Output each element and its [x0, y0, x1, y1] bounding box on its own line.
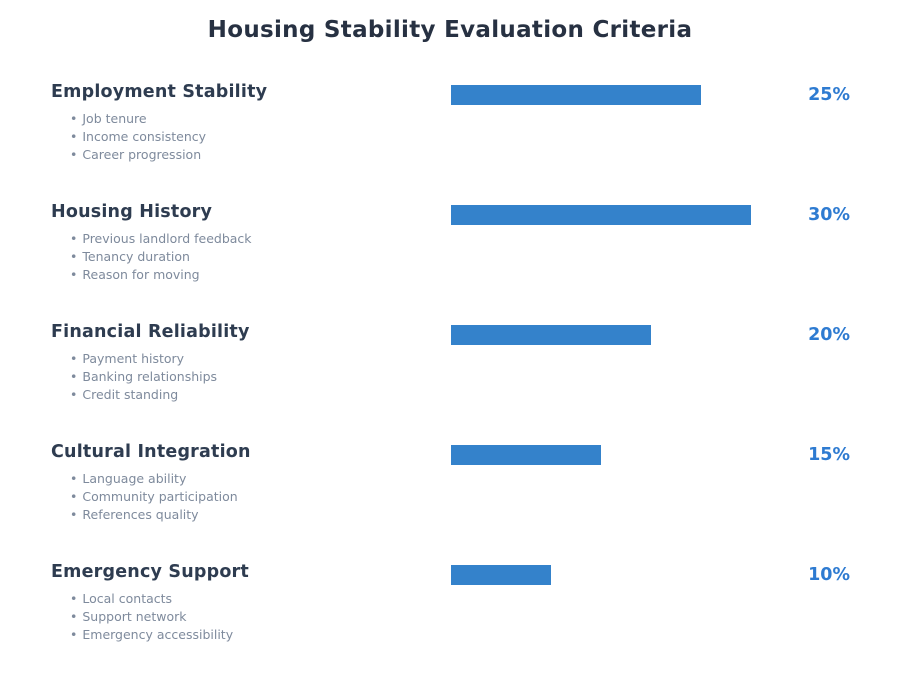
criterion-item: • Payment history	[70, 350, 217, 368]
criterion-item: • Career progression	[70, 146, 206, 164]
bullet-icon: •	[70, 129, 78, 144]
bullet-icon: •	[70, 609, 78, 624]
bullet-icon: •	[70, 387, 78, 402]
criteria-section: Cultural Integration • Language ability • C…	[0, 442, 900, 564]
chart-title: Housing Stability Evaluation Criteria	[207, 17, 693, 43]
criterion-label: Payment history	[82, 351, 185, 366]
bullet-icon: •	[70, 627, 78, 642]
weight-bar	[451, 445, 601, 465]
criteria-bullets: • Payment history • Banking relationships • C…	[70, 350, 217, 404]
weight-bar	[451, 205, 751, 225]
weight-percent-label: 20%	[808, 325, 850, 345]
criterion-item: • Credit standing	[70, 386, 217, 404]
criteria-bullets: • Language ability • Community participatio…	[70, 470, 238, 524]
criterion-label: Previous landlord feedback	[82, 231, 252, 246]
criterion-label: Credit standing	[82, 387, 179, 402]
criteria-heading: Cultural Integration	[51, 442, 251, 462]
criterion-label: Language ability	[82, 471, 187, 486]
bullet-icon: •	[70, 507, 78, 522]
criterion-item: • Emergency accessibility	[70, 626, 233, 644]
bullet-icon: •	[70, 147, 78, 162]
criteria-section: Employment Stability • Job tenure • Income …	[0, 82, 900, 204]
criteria-bullets: • Job tenure • Income consistency • Career pr…	[70, 110, 206, 164]
criteria-heading: Emergency Support	[51, 562, 249, 582]
weight-bar	[451, 325, 651, 345]
criterion-item: • Community participation	[70, 488, 238, 506]
bullet-icon: •	[70, 489, 78, 504]
criteria-heading: Financial Reliability	[51, 322, 250, 342]
criterion-label: Income consistency	[82, 129, 207, 144]
criterion-item: • Support network	[70, 608, 233, 626]
criterion-item: • Reason for moving	[70, 266, 252, 284]
criteria-heading: Housing History	[51, 202, 213, 222]
weight-bar	[451, 85, 701, 105]
criterion-label: Community participation	[82, 489, 238, 504]
bullet-icon: •	[70, 471, 78, 486]
criterion-label: Career progression	[82, 147, 202, 162]
bullet-icon: •	[70, 249, 78, 264]
bullet-icon: •	[70, 231, 78, 246]
criterion-item: • Tenancy duration	[70, 248, 252, 266]
weight-percent-label: 10%	[808, 565, 850, 585]
criterion-label: Banking relationships	[82, 369, 218, 384]
criterion-label: Job tenure	[82, 111, 147, 126]
criterion-item: • Previous landlord feedback	[70, 230, 252, 248]
criteria-bullets: • Local contacts • Support network • Emergenc…	[70, 590, 233, 644]
criteria-list: Employment Stability • Job tenure • Income …	[0, 82, 900, 684]
criterion-item: • References quality	[70, 506, 238, 524]
criterion-label: References quality	[82, 507, 199, 522]
criterion-item: • Job tenure	[70, 110, 206, 128]
criterion-item: • Banking relationships	[70, 368, 217, 386]
criteria-section: Financial Reliability • Payment history • B…	[0, 322, 900, 444]
bullet-icon: •	[70, 111, 78, 126]
criterion-item: • Income consistency	[70, 128, 206, 146]
bullet-icon: •	[70, 351, 78, 366]
criterion-label: Support network	[82, 609, 187, 624]
bullet-icon: •	[70, 369, 78, 384]
criterion-label: Reason for moving	[82, 267, 200, 282]
criteria-section: Housing History • Previous landlord feedb…	[0, 202, 900, 324]
criteria-heading: Employment Stability	[51, 82, 268, 102]
criterion-label: Local contacts	[82, 591, 173, 606]
criterion-item: • Local contacts	[70, 590, 233, 608]
criterion-label: Tenancy duration	[82, 249, 190, 264]
criteria-section: Emergency Support • Local contacts • Suppor…	[0, 562, 900, 684]
criteria-bullets: • Previous landlord feedback • Tenancy dura…	[70, 230, 252, 284]
weight-bar	[451, 565, 551, 585]
weight-percent-label: 30%	[808, 205, 850, 225]
weight-percent-label: 15%	[808, 445, 850, 465]
criterion-item: • Language ability	[70, 470, 238, 488]
weight-percent-label: 25%	[808, 85, 850, 105]
criterion-label: Emergency accessibility	[82, 627, 234, 642]
bullet-icon: •	[70, 591, 78, 606]
bullet-icon: •	[70, 267, 78, 282]
